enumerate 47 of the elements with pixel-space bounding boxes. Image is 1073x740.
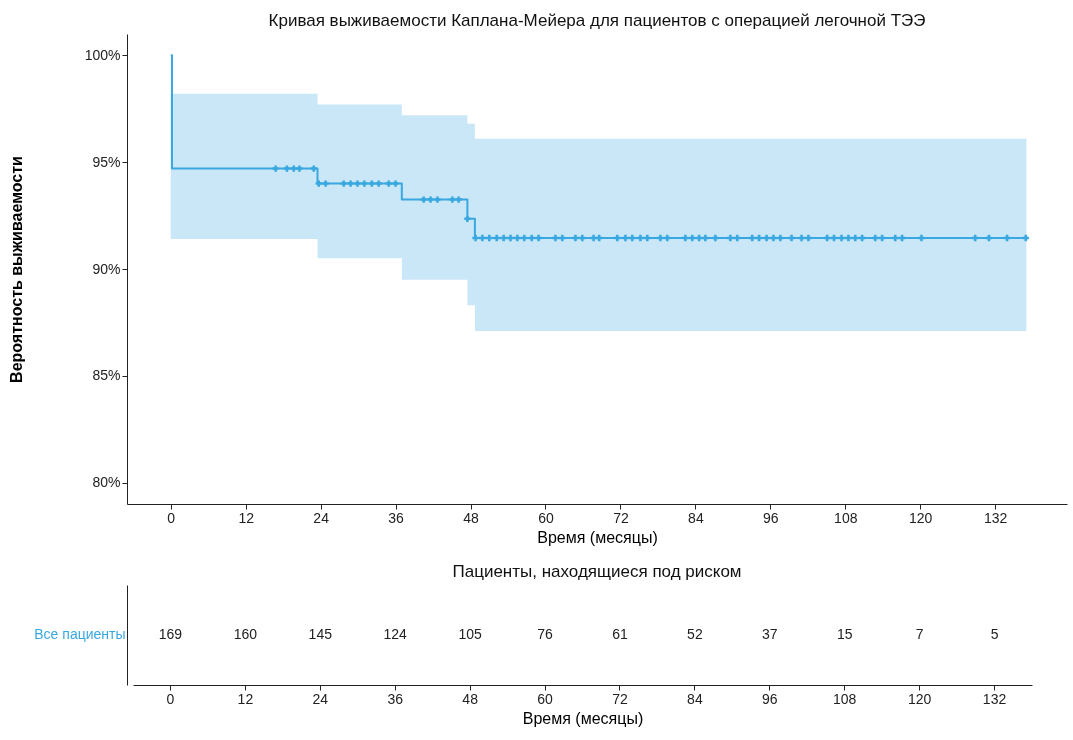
chart-title: Пациенты, находящиеся под риском <box>452 562 742 581</box>
x-tick-label: 72 <box>613 509 629 526</box>
x-tick-label: 132 <box>982 690 1007 707</box>
x-tick-label: 120 <box>907 690 932 707</box>
x-tick-label: 84 <box>688 509 704 526</box>
data-label: 5 <box>990 626 999 642</box>
x-tick-label: 48 <box>462 690 479 707</box>
x-tick-label: 96 <box>763 509 779 526</box>
data-label: 15 <box>836 626 853 642</box>
x-tick-label: 36 <box>388 509 405 526</box>
data-label: 7 <box>915 626 924 642</box>
y-tick-label: 95% <box>92 153 121 170</box>
x-tick-label: 108 <box>833 690 857 707</box>
x-tick-label: 60 <box>538 509 554 526</box>
y-tick-label: 100% <box>84 46 121 63</box>
data-label: 76 <box>537 626 554 642</box>
y-axis-title: Вероятность выживаемости <box>7 156 25 383</box>
x-tick-label: 12 <box>238 509 255 526</box>
x-tick-label: 108 <box>834 509 858 526</box>
data-label: 105 <box>458 626 483 642</box>
x-axis-title: Время (месяцы) <box>537 528 658 546</box>
x-tick-label: 0 <box>167 509 176 526</box>
x-tick-label: 0 <box>166 690 175 707</box>
x-tick-label: 24 <box>313 509 330 526</box>
x-tick-label: 24 <box>312 690 329 707</box>
x-tick-label: 12 <box>237 690 254 707</box>
data-label: 169 <box>158 626 183 642</box>
y-tick-label: 90% <box>92 260 121 277</box>
x-axis-title: Время (месяцы) <box>522 709 644 727</box>
x-tick-label: 132 <box>983 509 1008 526</box>
data-label: 37 <box>762 626 778 642</box>
x-tick-label: 48 <box>463 509 480 526</box>
data-label: 145 <box>308 626 333 642</box>
data-label: 160 <box>233 626 258 642</box>
x-tick-label: 60 <box>537 690 554 707</box>
y-tick-label: 80% <box>92 474 121 491</box>
x-tick-label: 96 <box>762 690 778 707</box>
x-tick-label: 36 <box>387 690 404 707</box>
data-label: 52 <box>687 626 703 642</box>
chart-title: Кривая выживаемости Каплана-Мейера для пациентов с операцией легочной ТЭЭ <box>268 11 926 30</box>
data-label: 61 <box>612 626 628 642</box>
data-label: 124 <box>383 626 408 642</box>
x-tick-label: 72 <box>612 690 628 707</box>
x-tick-label: 120 <box>909 509 933 526</box>
y-tick-label: 85% <box>92 367 121 384</box>
x-tick-label: 84 <box>687 690 703 707</box>
y-tick-label: Все пациенты <box>34 626 126 642</box>
